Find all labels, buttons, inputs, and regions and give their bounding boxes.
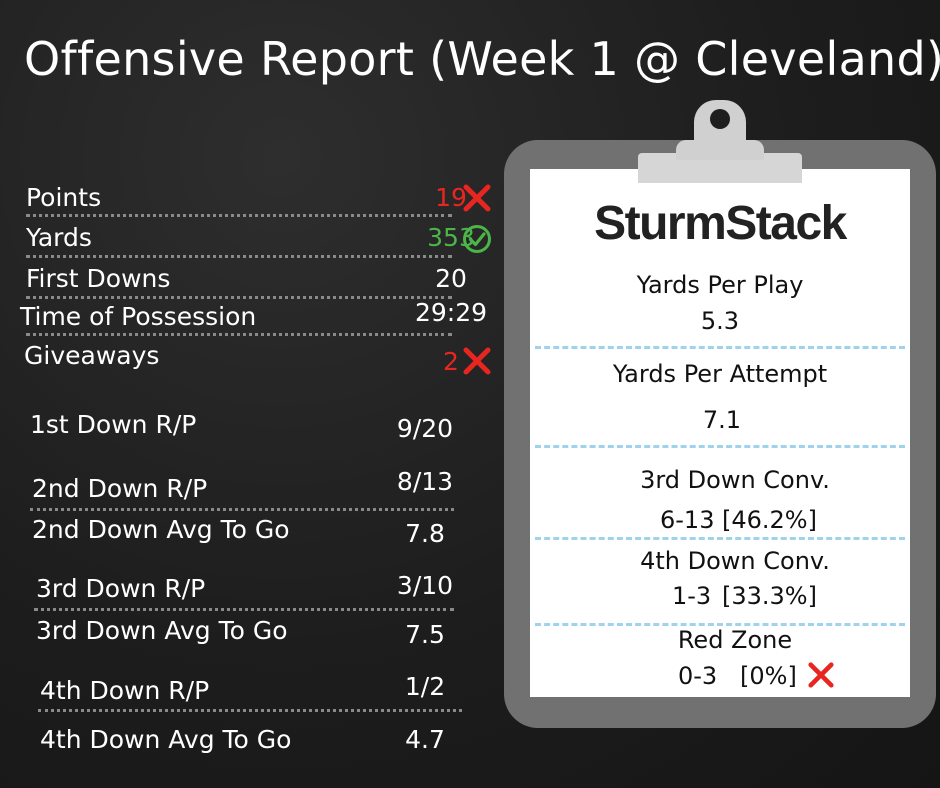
card-stat-label: 4th Down Conv. <box>640 547 830 575</box>
down-row: 2nd Down R/P 8/13 <box>32 467 502 506</box>
stat-label: Yards <box>26 223 92 252</box>
card-stat-pct: [0%] <box>740 662 797 690</box>
down-row: 3rd Down Avg To Go 7.5 <box>36 614 506 649</box>
stat-label: Points <box>26 183 102 212</box>
divider <box>26 255 452 258</box>
down-row: 2nd Down Avg To Go 7.8 <box>32 513 502 548</box>
sturmstack-logo: SturmStack <box>594 197 847 250</box>
page-title: Offensive Report (Week 1 @ Cleveland) <box>24 32 940 86</box>
down-label: 4th Down R/P <box>40 676 210 705</box>
down-label: 4th Down Avg To Go <box>40 725 292 754</box>
divider <box>38 709 462 712</box>
card-stat-value: 0-3 <box>678 662 718 690</box>
divider <box>535 445 905 448</box>
stat-value: 20 <box>435 264 467 293</box>
down-value: 1/2 <box>404 672 446 701</box>
stat-row-points: Points 19 <box>26 181 496 215</box>
card-stat-label: Red Zone <box>677 626 793 654</box>
stat-row-giveaways: Giveaways 2 <box>24 339 494 376</box>
down-row: 1st Down R/P 9/20 <box>30 408 500 443</box>
down-value: 3/10 <box>396 571 454 600</box>
card-stat-value: 7.1 <box>702 406 742 434</box>
card-stat-value: 6-13 <box>660 506 715 534</box>
card-stat-pct: [46.2%] <box>722 506 817 534</box>
divider <box>26 333 452 336</box>
down-label: 3rd Down R/P <box>36 574 206 603</box>
check-circle-icon <box>463 225 491 253</box>
card-stat-pct: [33.3%] <box>722 582 817 610</box>
x-icon <box>808 662 834 688</box>
down-label: 2nd Down R/P <box>32 474 208 503</box>
stat-value: 2 <box>443 347 459 376</box>
down-value: 4.7 <box>405 725 445 754</box>
stat-row-time-of-possession: Time of Possession 29:29 <box>20 298 490 334</box>
down-value: 7.5 <box>405 620 445 649</box>
card-stat-label: Yards Per Play <box>636 271 804 299</box>
card-stat-value: 1-3 <box>672 582 712 610</box>
down-label: 3rd Down Avg To Go <box>36 616 288 645</box>
down-label: 2nd Down Avg To Go <box>32 515 290 544</box>
stat-row-yards: Yards 353 <box>26 221 496 255</box>
clip-hole <box>710 109 730 129</box>
divider <box>34 608 454 611</box>
stat-label: Giveaways <box>24 341 160 370</box>
card-stat-label: Yards Per Attempt <box>612 360 828 388</box>
x-icon <box>463 184 491 212</box>
stat-label: First Downs <box>26 264 171 293</box>
x-icon <box>463 347 491 375</box>
down-label: 1st Down R/P <box>30 410 197 439</box>
card-stat-value: 5.3 <box>700 307 740 335</box>
divider <box>535 346 905 349</box>
card-stat-label: 3rd Down Conv. <box>640 466 830 494</box>
stat-row-first-downs: First Downs 20 <box>26 262 496 296</box>
down-value: 7.8 <box>405 519 445 548</box>
divider <box>30 508 454 511</box>
divider <box>26 296 452 299</box>
down-row: 4th Down Avg To Go 4.7 <box>40 723 510 757</box>
down-value: 9/20 <box>396 414 454 443</box>
stat-label: Time of Possession <box>20 302 257 331</box>
clipboard-paper <box>530 169 910 697</box>
stat-value: 19 <box>435 183 467 212</box>
divider <box>535 537 905 540</box>
divider <box>535 623 905 626</box>
down-row: 4th Down R/P 1/2 <box>40 672 510 708</box>
down-value: 8/13 <box>396 467 454 496</box>
stat-value: 29:29 <box>414 298 488 327</box>
down-row: 3rd Down R/P 3/10 <box>36 571 506 606</box>
divider <box>26 214 452 217</box>
